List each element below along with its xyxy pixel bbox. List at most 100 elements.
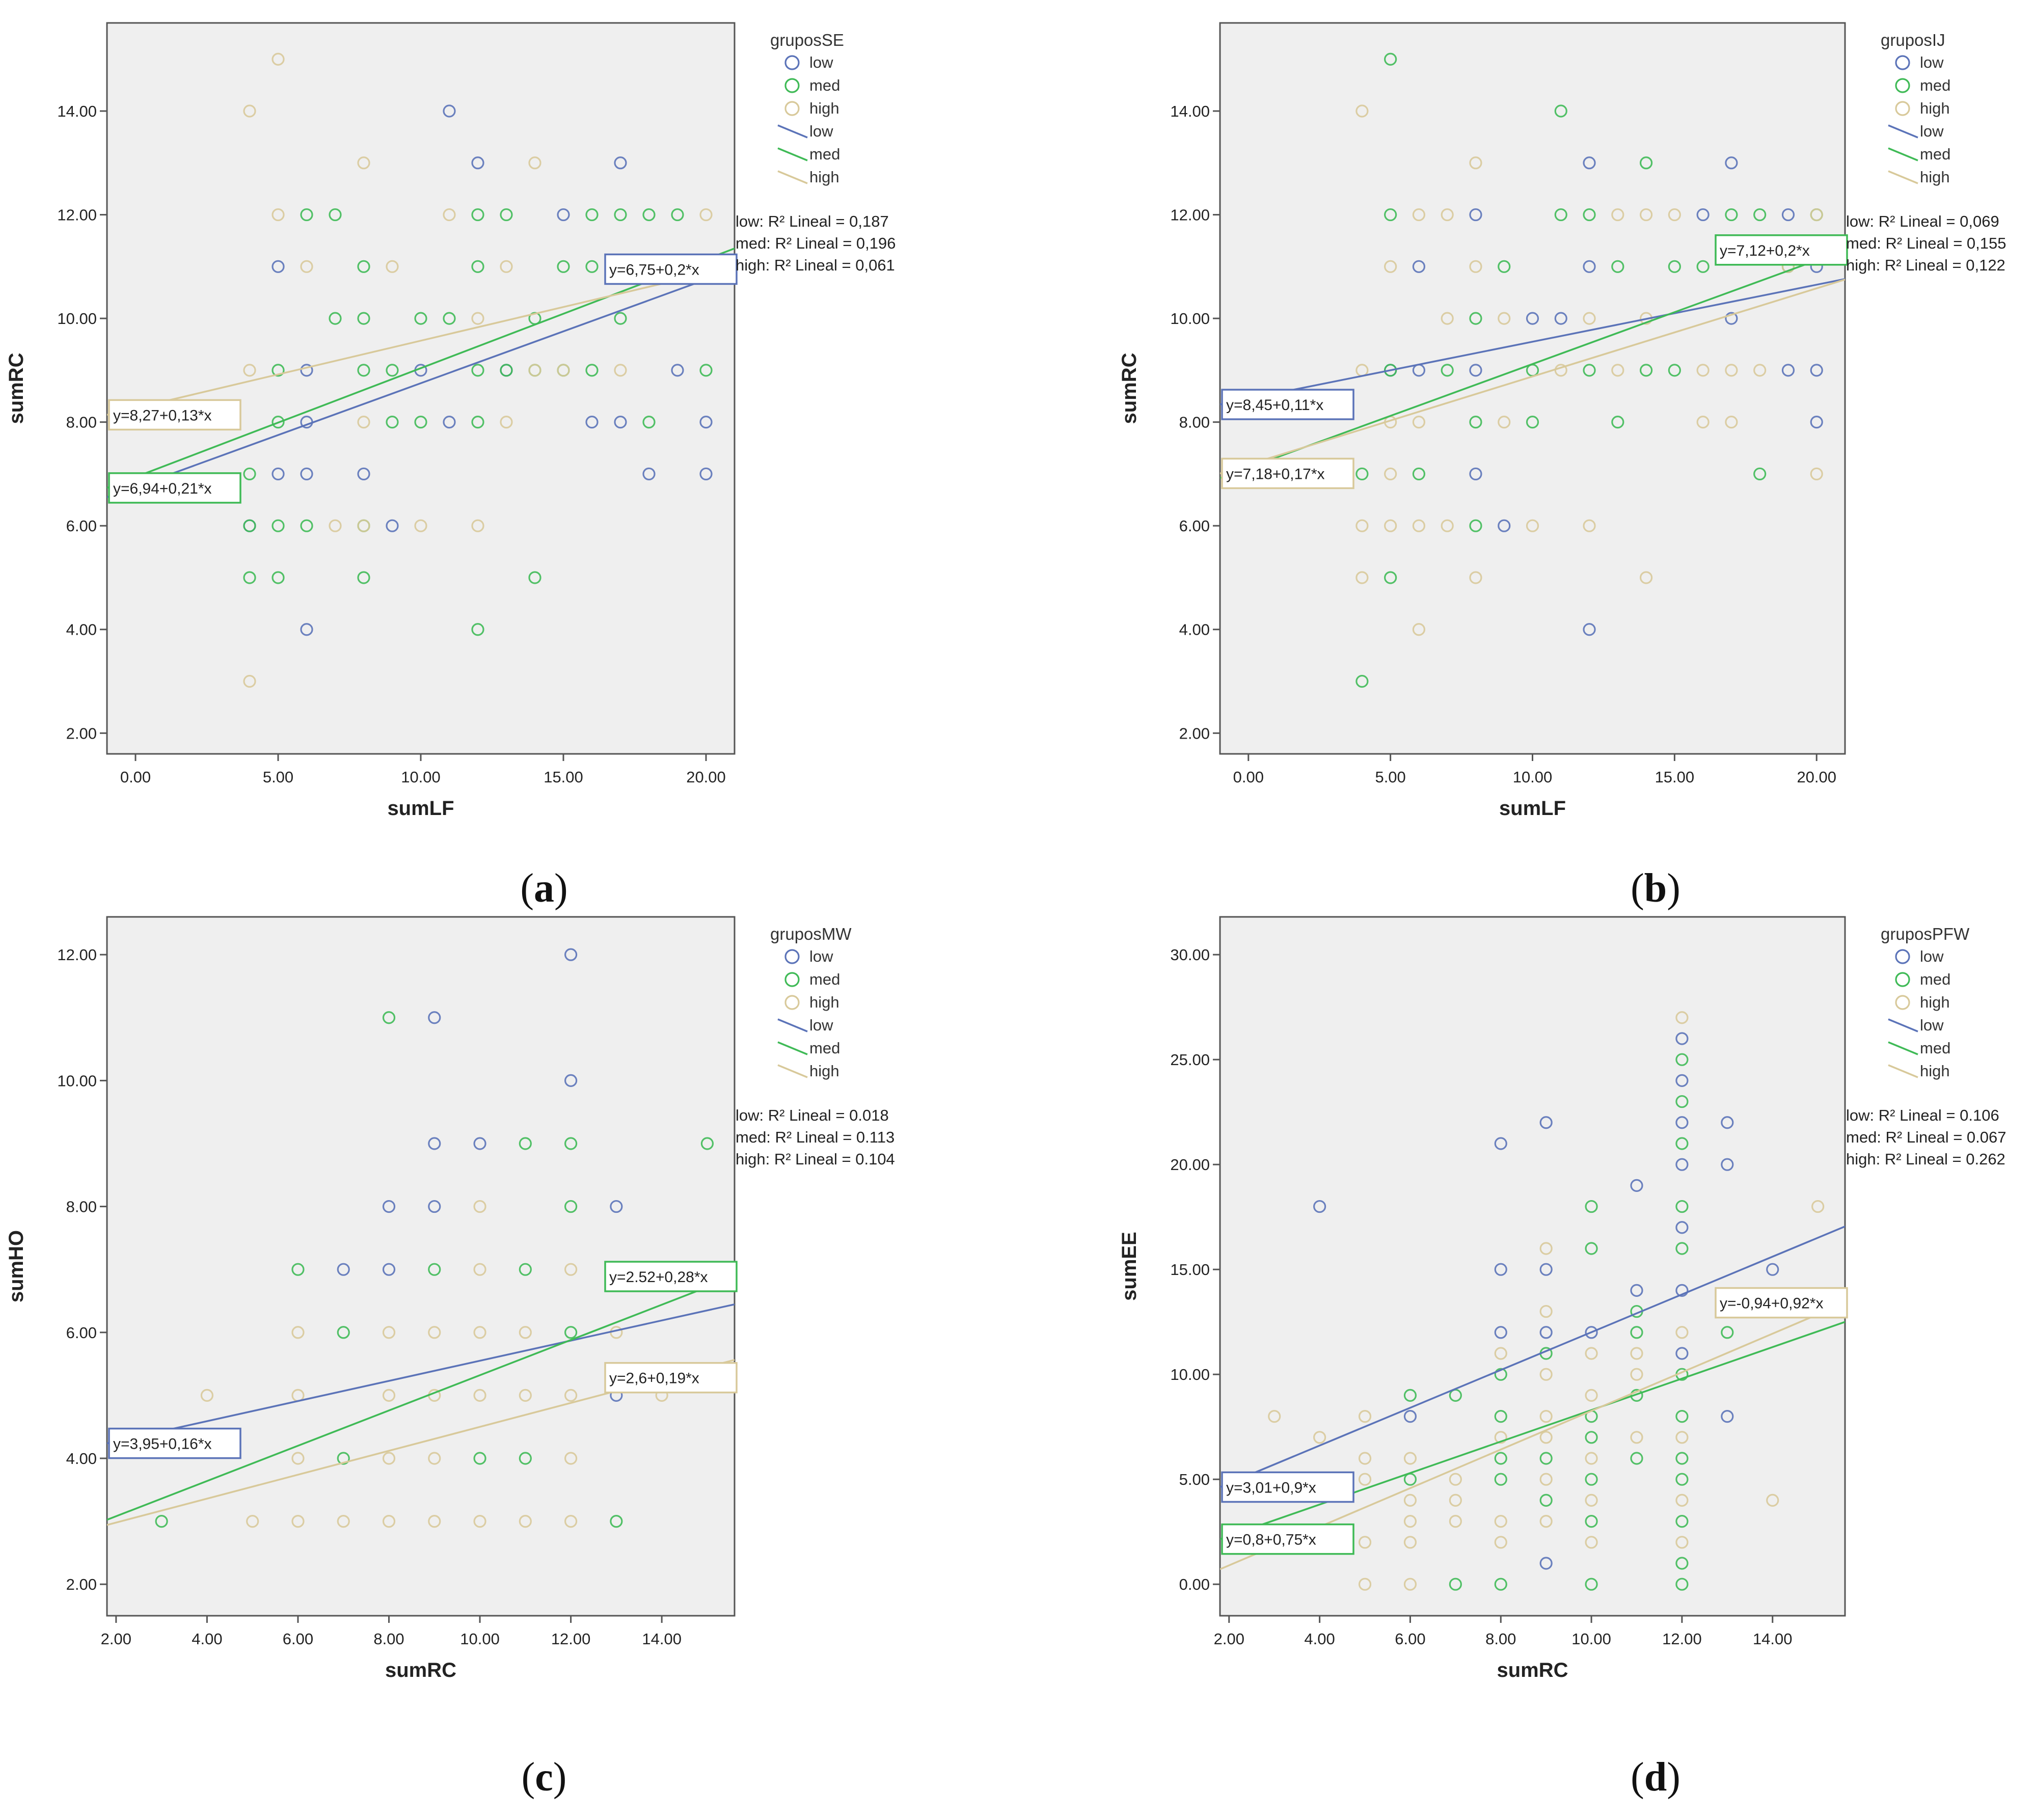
data-point-high xyxy=(382,1326,396,1339)
data-point-med xyxy=(1494,1473,1507,1486)
chart-panel-c: 2.00 4.00 6.00 8.00 10.00 12.00 2.00 4.00 6.00 8.… xyxy=(5,916,895,1800)
data-point-med xyxy=(1675,1452,1689,1465)
data-point-high xyxy=(1498,416,1511,429)
equation-box-med: y=2.52+0,28*x xyxy=(604,1261,738,1292)
data-point-low xyxy=(300,467,313,481)
data-point-low xyxy=(1721,1116,1734,1129)
data-point-low xyxy=(1766,1263,1779,1276)
data-point-med xyxy=(1668,364,1681,377)
y-tick-label: 25.00 xyxy=(1170,1051,1210,1069)
y-tick-label: 15.00 xyxy=(1170,1261,1210,1279)
data-point-high xyxy=(291,1452,305,1465)
legend-marker-low xyxy=(1895,55,1910,70)
data-point-low xyxy=(1675,1347,1689,1360)
fit-lines xyxy=(107,248,735,498)
data-point-med xyxy=(1355,467,1369,481)
data-point-high xyxy=(243,364,256,377)
data-point-med xyxy=(272,519,285,532)
caption-open-paren: ( xyxy=(1631,1755,1644,1800)
plot-area xyxy=(1219,22,1846,755)
legend-r2-text: high: R² Lineal = 0.262 xyxy=(1846,1150,2005,1168)
legend-entry: high xyxy=(809,99,839,117)
data-point-low xyxy=(1810,364,1823,377)
data-point-high xyxy=(1469,571,1482,584)
data-point-low xyxy=(1630,1284,1643,1297)
series-low xyxy=(1384,156,1823,636)
data-point-low xyxy=(1675,1158,1689,1171)
equation-box-low: y=3,95+0,16*x xyxy=(108,1427,241,1459)
data-point-med xyxy=(614,312,627,325)
data-point-high xyxy=(500,416,513,429)
data-point-med xyxy=(357,260,370,273)
data-point-med xyxy=(1675,1409,1689,1423)
data-point-med xyxy=(243,467,256,481)
data-point-med xyxy=(272,571,285,584)
legend-marker-med xyxy=(784,972,800,987)
legend-entry: med xyxy=(1920,970,1950,988)
legend-entry: med xyxy=(1920,76,1950,94)
data-point-high xyxy=(337,1514,350,1528)
legend-marker-high xyxy=(784,101,800,116)
data-point-high xyxy=(1675,1011,1689,1024)
data-point-low xyxy=(1494,1326,1507,1339)
data-point-high xyxy=(1766,1493,1779,1507)
data-point-med xyxy=(382,1011,396,1024)
data-point-high xyxy=(1585,1347,1598,1360)
data-point-high xyxy=(1810,208,1823,222)
data-point-high xyxy=(243,104,256,118)
data-point-low xyxy=(1494,1137,1507,1150)
legend-marker-high xyxy=(784,995,800,1010)
y-tick-label: 10.00 xyxy=(57,1072,97,1090)
x-axis-label: sumRC xyxy=(1497,1659,1568,1681)
data-point-high xyxy=(1526,519,1539,532)
legend-line-entry: high xyxy=(1920,1062,1950,1080)
data-point-med xyxy=(471,623,484,636)
data-point-high xyxy=(1412,208,1426,222)
data-point-high xyxy=(1675,1326,1689,1339)
data-point-low xyxy=(585,416,599,429)
equation-label: y=-0,94+0,92*x xyxy=(1720,1295,1823,1312)
data-point-med xyxy=(1696,260,1710,273)
data-point-low xyxy=(1469,208,1482,222)
legend-marker-low xyxy=(784,949,800,964)
data-point-med xyxy=(329,312,342,325)
data-point-med xyxy=(1675,1473,1689,1486)
data-point-low xyxy=(1554,312,1567,325)
legend-line-entry: low xyxy=(809,1016,833,1034)
data-point-low xyxy=(1725,156,1738,170)
equation-box-med: y=6,94+0,21*x xyxy=(108,472,241,504)
data-point-high xyxy=(428,1452,441,1465)
y-tick-label: 8.00 xyxy=(66,414,97,431)
data-point-high xyxy=(1358,1409,1372,1423)
caption-letter: a xyxy=(534,866,554,911)
data-point-high xyxy=(1639,571,1653,584)
y-axis-label: sumRC xyxy=(1118,352,1141,424)
x-tick-label: 10.00 xyxy=(1571,1630,1611,1648)
data-point-med xyxy=(500,364,513,377)
data-point-med xyxy=(1668,260,1681,273)
equation-box-high: y=-0,94+0,92*x xyxy=(1715,1287,1848,1319)
legend-r2-text: low: R² Lineal = 0,187 xyxy=(736,212,889,230)
data-point-low xyxy=(471,156,484,170)
data-point-low xyxy=(699,467,713,481)
equation-label: y=7,12+0,2*x xyxy=(1720,242,1810,259)
x-tick-label: 6.00 xyxy=(1395,1630,1425,1648)
y-tick-label: 30.00 xyxy=(1170,946,1210,964)
caption-open-paren: ( xyxy=(520,866,534,911)
equation-box-med: y=0,8+0,75*x xyxy=(1221,1523,1354,1555)
legend-line-entry: high xyxy=(1920,168,1950,186)
data-point-high xyxy=(564,1389,578,1402)
data-point-high xyxy=(1583,312,1596,325)
data-point-med xyxy=(1675,1200,1689,1213)
y-tick-label: 0.00 xyxy=(1179,1575,1210,1593)
x-tick-label: 8.00 xyxy=(1485,1630,1516,1648)
fit-line-med xyxy=(107,1275,735,1521)
data-point-med xyxy=(1675,1137,1689,1150)
data-point-med xyxy=(519,1263,532,1276)
data-point-low xyxy=(614,156,627,170)
equation-label: y=8,27+0,13*x xyxy=(113,407,212,424)
data-point-med xyxy=(1441,364,1454,377)
panel-caption: (b) xyxy=(1631,866,1680,911)
data-point-high xyxy=(1449,1473,1462,1486)
equation-label: y=3,95+0,16*x xyxy=(113,1436,212,1453)
